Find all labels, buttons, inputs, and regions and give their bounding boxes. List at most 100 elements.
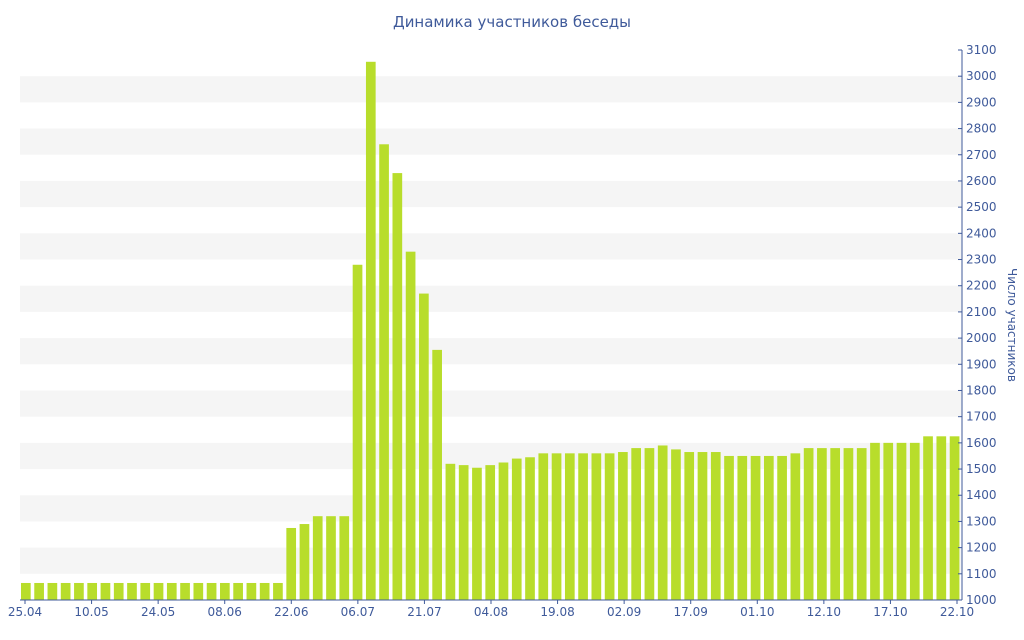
bar[interactable]: [405, 251, 416, 600]
bar[interactable]: [578, 453, 588, 600]
y-tick-label: 2600: [966, 174, 997, 188]
bar[interactable]: [763, 455, 774, 600]
bar[interactable]: [856, 448, 867, 600]
grid-band: [20, 338, 962, 365]
bar[interactable]: [326, 516, 336, 600]
bar[interactable]: [697, 452, 708, 600]
bar[interactable]: [206, 582, 217, 600]
bar[interactable]: [140, 582, 151, 600]
x-tick-label: 01.10: [740, 605, 774, 619]
bar[interactable]: [180, 582, 190, 600]
bar[interactable]: [803, 448, 814, 600]
bar[interactable]: [47, 582, 58, 600]
bar[interactable]: [419, 293, 429, 600]
bar[interactable]: [936, 436, 947, 600]
y-tick-label: 2400: [966, 226, 997, 240]
bar[interactable]: [113, 582, 124, 600]
bar[interactable]: [312, 516, 323, 600]
bar[interactable]: [365, 61, 376, 601]
y-tick-label: 1200: [966, 541, 997, 555]
bar[interactable]: [21, 582, 31, 600]
x-tick-label: 04.08: [474, 605, 508, 619]
bar[interactable]: [259, 582, 270, 600]
bar[interactable]: [339, 516, 350, 600]
x-tick-label: 22.10: [940, 605, 974, 619]
bar[interactable]: [220, 582, 230, 600]
bar[interactable]: [564, 453, 575, 600]
grid-band: [20, 180, 962, 208]
bar[interactable]: [87, 582, 98, 600]
bar[interactable]: [949, 436, 960, 600]
bar[interactable]: [909, 442, 920, 600]
grid-band: [20, 233, 962, 260]
bar[interactable]: [551, 453, 562, 600]
bar[interactable]: [432, 349, 442, 600]
bar[interactable]: [472, 467, 482, 600]
bar[interactable]: [923, 436, 933, 600]
y-tick-label: 1600: [966, 436, 997, 450]
axes: 1000 1100 1200 1300 1400 1500 1600 1700 1800 1900…: [8, 43, 997, 619]
y-tick-label: 2000: [966, 331, 997, 345]
bar[interactable]: [817, 448, 827, 600]
bar[interactable]: [631, 448, 641, 600]
bar[interactable]: [286, 527, 297, 600]
bar[interactable]: [511, 458, 522, 600]
bar[interactable]: [233, 582, 243, 600]
bar[interactable]: [896, 442, 907, 600]
bar[interactable]: [538, 453, 549, 600]
bar[interactable]: [193, 582, 204, 600]
x-tick-label: 12.10: [807, 605, 841, 619]
bar[interactable]: [74, 582, 84, 600]
bar[interactable]: [498, 462, 509, 601]
bar[interactable]: [166, 582, 177, 600]
bar[interactable]: [618, 452, 628, 600]
bar[interactable]: [724, 455, 734, 600]
y-tick-label: 2500: [966, 200, 997, 214]
bar[interactable]: [458, 465, 469, 600]
bar[interactable]: [591, 453, 602, 600]
bar[interactable]: [525, 457, 535, 600]
bar[interactable]: [644, 448, 655, 600]
y-tick-label: 1300: [966, 514, 997, 528]
bar[interactable]: [737, 455, 748, 600]
y-tick-label: 2700: [966, 148, 997, 162]
bar[interactable]: [485, 465, 496, 600]
x-tick-label: 06.07: [341, 605, 375, 619]
bar[interactable]: [790, 453, 801, 600]
bar[interactable]: [60, 582, 71, 600]
bar[interactable]: [777, 455, 787, 600]
bar[interactable]: [299, 524, 310, 600]
y-tick-label: 1900: [966, 357, 997, 371]
bar[interactable]: [392, 173, 403, 600]
bar[interactable]: [657, 445, 668, 600]
bar[interactable]: [750, 455, 761, 600]
x-tick-label: 21.07: [407, 605, 441, 619]
y-tick-label: 1500: [966, 462, 997, 476]
bar[interactable]: [604, 453, 615, 600]
bar[interactable]: [870, 442, 880, 600]
y-tick-label: 3100: [966, 43, 997, 57]
x-tick-label: 24.05: [141, 605, 175, 619]
bar[interactable]: [843, 448, 854, 600]
bar[interactable]: [710, 452, 721, 600]
bar[interactable]: [883, 442, 894, 600]
bar[interactable]: [830, 448, 841, 600]
y-tick-label: 2800: [966, 122, 997, 136]
bar[interactable]: [379, 144, 389, 601]
y-tick-label: 1400: [966, 488, 997, 502]
grid-band: [20, 128, 962, 155]
bar[interactable]: [100, 582, 111, 600]
y-axis-title: Число участников: [1005, 268, 1019, 382]
bar[interactable]: [273, 582, 283, 600]
bar[interactable]: [684, 452, 695, 600]
y-tick-label: 1000: [966, 593, 997, 607]
bar[interactable]: [34, 582, 44, 600]
bar[interactable]: [352, 264, 363, 600]
bar[interactable]: [671, 449, 681, 600]
bar[interactable]: [127, 582, 137, 600]
bar[interactable]: [445, 463, 456, 600]
bar[interactable]: [153, 582, 164, 600]
x-tick-label: 25.04: [8, 605, 42, 619]
bar[interactable]: [246, 582, 257, 600]
